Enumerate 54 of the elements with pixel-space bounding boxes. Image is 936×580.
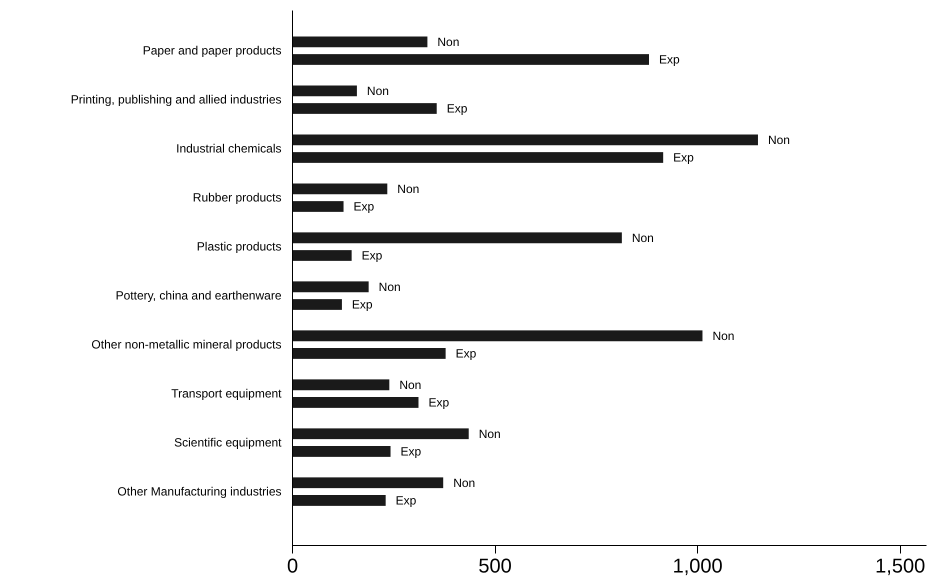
text: Non — [632, 230, 654, 245]
y-tick-label: Plastic products — [196, 240, 282, 254]
text: Exp — [362, 248, 382, 262]
text: Exp — [673, 150, 694, 164]
text: Non — [768, 132, 790, 147]
bar — [292, 183, 388, 194]
text: Exp — [396, 493, 416, 508]
text: Non — [453, 476, 476, 490]
x-tick-label: 1,500 — [875, 556, 926, 578]
text: Non — [397, 182, 420, 196]
bar — [292, 250, 352, 261]
text: Non — [366, 84, 389, 98]
bar — [292, 299, 342, 310]
bar — [292, 379, 390, 390]
bar — [292, 477, 444, 488]
text: Exp — [428, 395, 450, 410]
bar — [292, 330, 702, 342]
y-tick-label: Transport equipment — [171, 386, 282, 401]
series-label: Non — [437, 34, 460, 49]
y-tick-label: Rubber products — [192, 190, 282, 205]
bar — [292, 152, 664, 163]
series-label: Exp — [659, 52, 680, 66]
y-tick-label: Printing, publishing and allied industries — [70, 92, 282, 107]
text: Non — [378, 280, 401, 294]
y-tick-label: Pottery, china and earthenware — [116, 288, 282, 303]
bar — [292, 348, 446, 359]
x-tick-label: 500 — [478, 556, 512, 578]
bar — [292, 446, 391, 457]
text: Non — [399, 378, 422, 392]
bar — [292, 201, 344, 212]
bar — [292, 54, 649, 65]
text: Exp — [456, 346, 476, 360]
x-tick-label: 0 — [286, 556, 298, 578]
text: Exp — [446, 101, 468, 116]
bar — [292, 103, 437, 114]
y-tick-label: Scientific equipment — [174, 436, 282, 450]
bar — [292, 232, 622, 244]
text: Non — [478, 426, 501, 441]
text: Exp — [400, 444, 422, 458]
y-tick-label: Other Manufacturing industries — [117, 484, 282, 499]
bar — [292, 397, 418, 408]
y-tick-label: Paper and paper products — [142, 44, 282, 58]
y-tick-label: Industrial chemicals — [176, 142, 282, 156]
x-tick-label: 1,000 — [672, 556, 723, 578]
bar — [292, 134, 758, 146]
text: Exp — [352, 297, 373, 312]
bar — [292, 428, 469, 440]
text: Non — [712, 328, 734, 343]
bar — [292, 495, 386, 506]
bar — [292, 36, 428, 48]
y-tick-label: Other non-metallic mineral products — [91, 338, 282, 352]
text: Exp — [354, 199, 374, 214]
bar — [292, 281, 369, 292]
bar — [292, 85, 357, 96]
